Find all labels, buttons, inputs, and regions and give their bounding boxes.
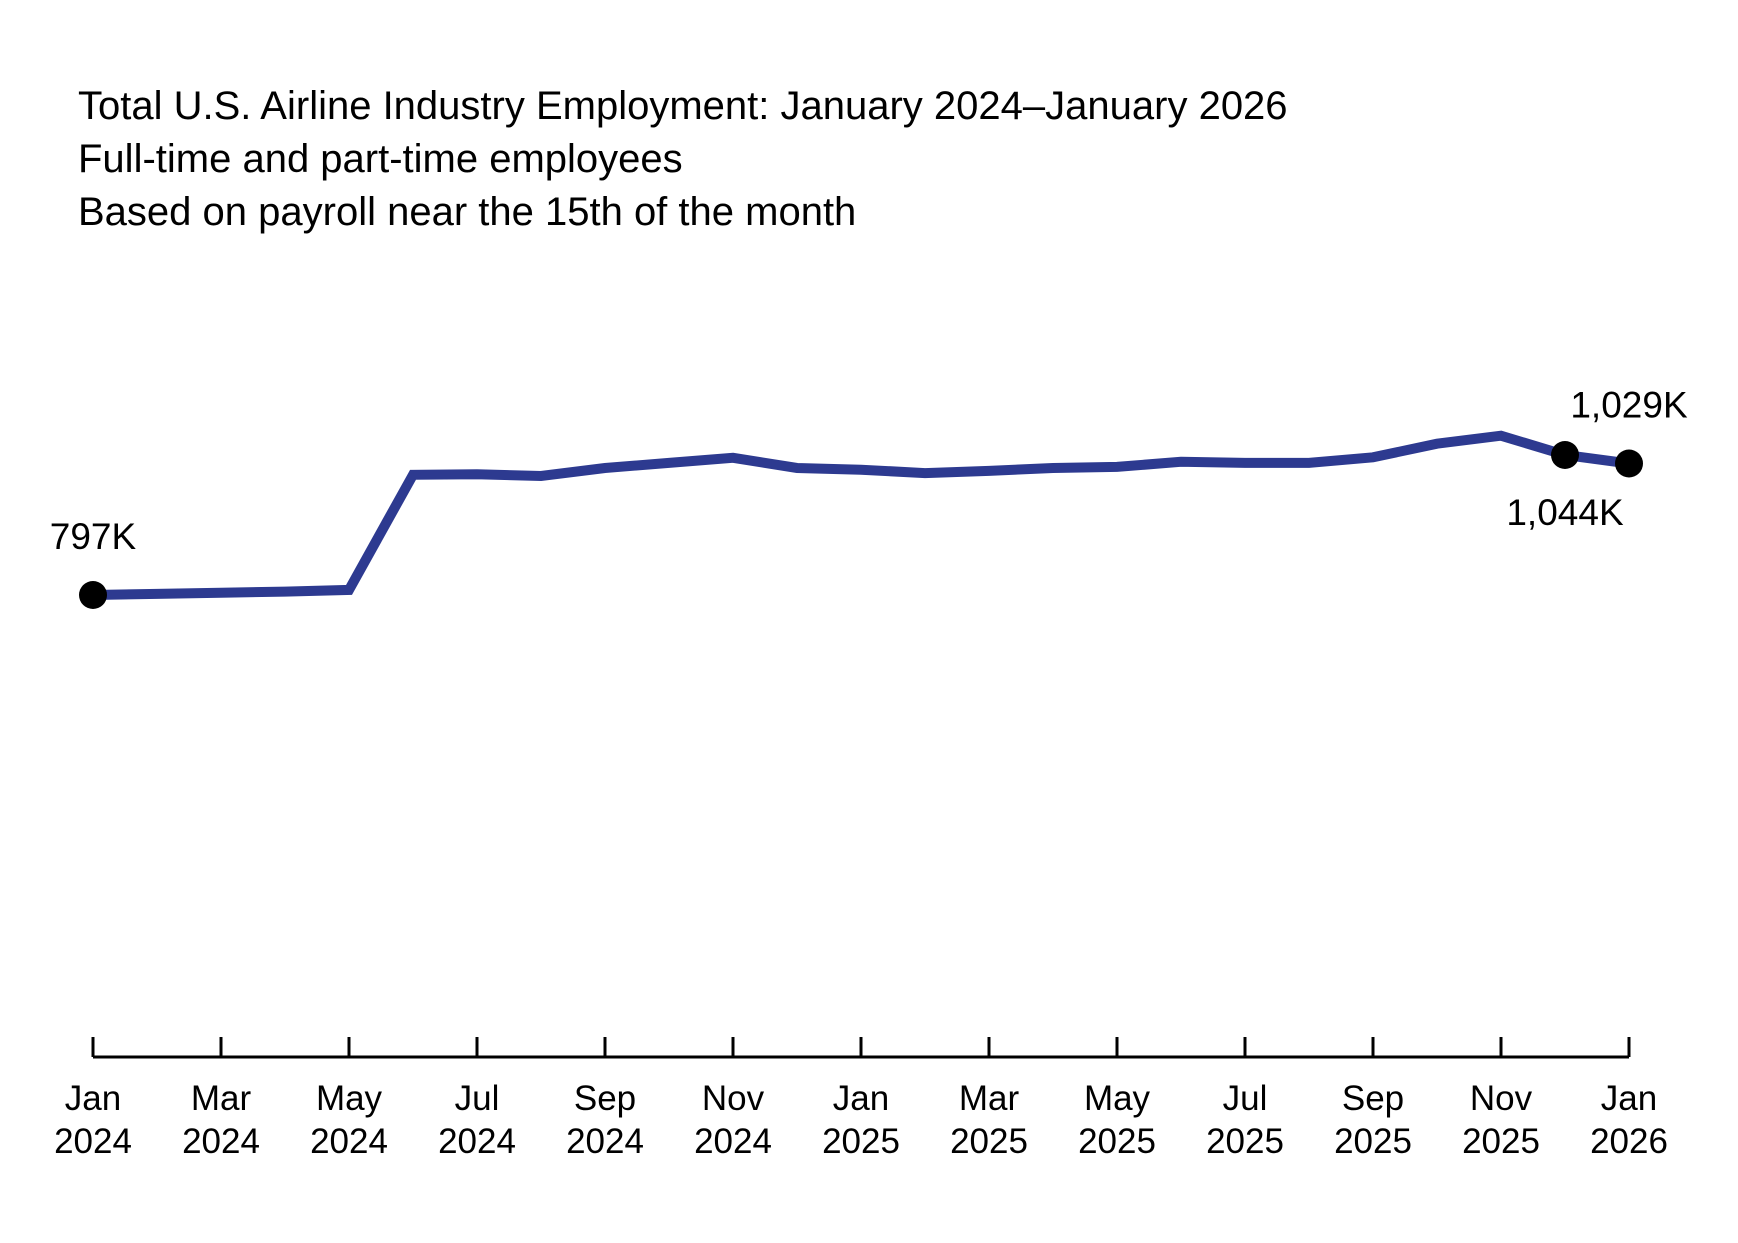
x-tick-year-label: 2024 bbox=[566, 1122, 644, 1161]
x-tick-year-label: 2024 bbox=[182, 1122, 260, 1161]
x-tick-year-label: 2024 bbox=[438, 1122, 516, 1161]
x-tick-year-label: 2025 bbox=[822, 1122, 900, 1161]
x-tick-month-label: Nov bbox=[1470, 1079, 1533, 1118]
data-point-label: 1,044K bbox=[1506, 492, 1624, 533]
x-tick-year-label: 2025 bbox=[1334, 1122, 1412, 1161]
x-tick-month-label: Jul bbox=[1223, 1079, 1268, 1118]
x-tick-year-label: 2025 bbox=[1206, 1122, 1284, 1161]
line-series bbox=[92, 430, 1630, 600]
x-tick-year-label: 2024 bbox=[54, 1122, 132, 1161]
x-tick-year-label: 2026 bbox=[1590, 1122, 1668, 1161]
x-tick-month-label: Jan bbox=[1601, 1079, 1657, 1118]
data-point-label: 797K bbox=[50, 516, 137, 557]
chart-subtitle: Full-time and part-time employees bbox=[78, 137, 683, 181]
chart-title-block: Total U.S. Airline Industry Employment: … bbox=[78, 80, 1288, 239]
x-tick-month-label: Sep bbox=[574, 1079, 636, 1118]
x-tick-month-label: Jul bbox=[455, 1079, 500, 1118]
data-point-marker bbox=[1551, 441, 1579, 469]
data-point-marker bbox=[1615, 449, 1643, 478]
x-tick-year-label: 2024 bbox=[694, 1122, 772, 1161]
x-tick-month-label: May bbox=[1084, 1079, 1151, 1118]
x-tick-year-label: 2025 bbox=[1462, 1122, 1540, 1161]
x-tick-month-label: Nov bbox=[702, 1079, 765, 1118]
x-tick-month-label: May bbox=[316, 1079, 383, 1118]
data-point-marker bbox=[79, 581, 107, 609]
x-tick-year-label: 2024 bbox=[310, 1122, 388, 1161]
x-tick-month-label: Jan bbox=[833, 1079, 889, 1118]
chart-title: Total U.S. Airline Industry Employment: … bbox=[78, 84, 1288, 128]
x-tick-month-label: Sep bbox=[1342, 1079, 1404, 1118]
x-tick-month-label: Jan bbox=[65, 1079, 121, 1118]
x-tick-month-label: Mar bbox=[191, 1079, 252, 1118]
x-tick-year-label: 2025 bbox=[950, 1122, 1028, 1161]
x-tick-month-label: Mar bbox=[959, 1079, 1020, 1118]
x-tick-year-label: 2025 bbox=[1078, 1122, 1156, 1161]
chart-note: Based on payroll near the 15th of the mo… bbox=[78, 190, 857, 234]
data-point-label: 1,029K bbox=[1570, 385, 1688, 426]
